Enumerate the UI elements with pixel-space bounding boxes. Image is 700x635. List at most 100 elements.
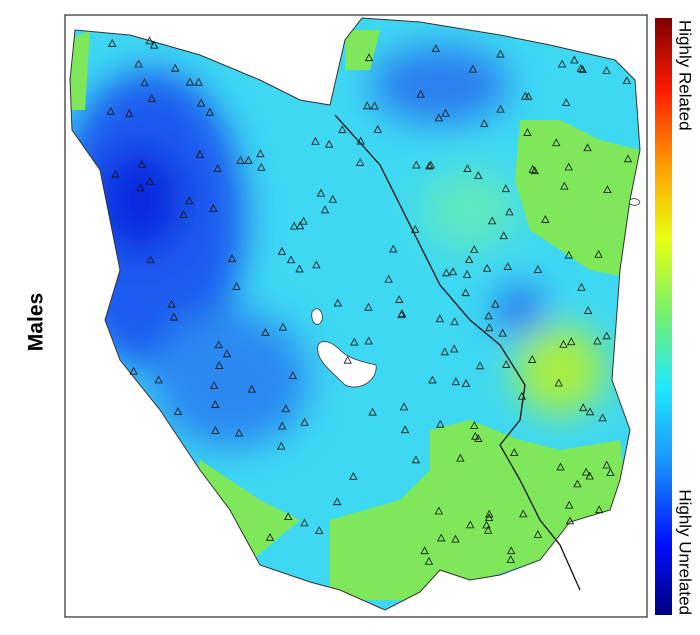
sample-site: [528, 355, 537, 363]
sample-site: [356, 136, 365, 145]
sample-site: [397, 309, 407, 318]
sample-site: [598, 413, 607, 422]
sample-site: [333, 298, 342, 307]
sample-site: [370, 101, 379, 110]
sample-site: [577, 282, 586, 291]
sample-site: [244, 155, 253, 164]
sample-site: [468, 64, 478, 73]
sample-site: [412, 160, 421, 169]
sample-site: [145, 177, 155, 185]
sample-site: [234, 428, 244, 437]
sample-site: [364, 336, 373, 345]
sample-site: [471, 431, 480, 440]
sample-site: [338, 125, 347, 134]
sample-site: [606, 468, 615, 476]
sample-site: [209, 203, 218, 212]
sample-site: [593, 336, 602, 345]
sample-site: [576, 64, 586, 72]
sample-site: [211, 426, 220, 434]
sample-site: [437, 533, 446, 542]
sample-site: [277, 247, 287, 255]
sample-site: [506, 555, 515, 563]
sample-site: [434, 506, 444, 515]
sample-site: [442, 268, 451, 277]
sample-site: [295, 264, 304, 273]
sample-site: [482, 520, 491, 529]
sample-site: [362, 101, 372, 110]
sample-site: [573, 479, 582, 488]
sample-site: [227, 254, 237, 263]
sample-site: [343, 355, 352, 364]
sample-site: [389, 244, 398, 253]
sample-site: [256, 149, 265, 158]
sample-site: [284, 512, 293, 521]
sample-site: [499, 231, 508, 240]
sample-site: [451, 534, 460, 543]
sample-site: [154, 375, 163, 384]
sample-site: [533, 265, 543, 273]
sample-site: [564, 162, 573, 171]
sample-site: [519, 509, 528, 518]
sample-site: [290, 221, 299, 230]
sample-site: [475, 361, 485, 370]
sample-site: [416, 89, 425, 98]
sample-site: [194, 77, 203, 86]
sample-site: [530, 166, 539, 175]
panel-title: Males: [25, 293, 48, 351]
sample-site: [185, 77, 195, 86]
sample-site: [125, 109, 134, 117]
sample-site: [373, 125, 382, 133]
sample-site: [484, 513, 494, 522]
sample-site: [510, 448, 519, 456]
sample-site: [435, 314, 445, 323]
region-outline: [69, 17, 641, 611]
sample-site: [145, 36, 154, 45]
sample-site: [470, 245, 479, 253]
sample-site: [482, 263, 492, 272]
sample-site: [450, 317, 459, 326]
sample-site: [449, 344, 459, 353]
sample-site: [299, 216, 308, 225]
sample-site: [484, 311, 493, 320]
sample-site: [213, 164, 222, 173]
sample-site: [210, 400, 220, 408]
sample-site: [483, 525, 493, 534]
sample-site: [498, 328, 507, 337]
boundary-line: [334, 114, 581, 591]
sample-site: [585, 407, 595, 416]
sample-site: [277, 441, 286, 450]
sample-site: [466, 520, 475, 529]
sample-site: [560, 181, 569, 190]
sample-site: [215, 361, 224, 369]
sample-site: [594, 249, 603, 258]
sample-site: [167, 299, 176, 308]
sample-site: [496, 104, 505, 113]
sample-site: [431, 44, 440, 53]
sample-site: [149, 40, 159, 49]
sample-site: [552, 138, 561, 147]
sample-site: [196, 98, 206, 107]
sample-site: [583, 143, 592, 152]
sample-site: [426, 160, 435, 169]
sample-site: [129, 366, 138, 375]
sample-site: [300, 518, 309, 527]
sample-site: [464, 255, 474, 264]
sample-site: [295, 221, 305, 230]
sample-site: [209, 381, 219, 389]
sample-site: [171, 63, 180, 72]
sample-site: [441, 108, 450, 117]
sample-site: [541, 215, 550, 223]
sample-site: [524, 92, 533, 100]
sample-site: [179, 210, 188, 218]
sample-site: [147, 94, 156, 102]
sample-site: [384, 274, 393, 283]
sample-site: [214, 340, 223, 349]
sample-site: [324, 139, 334, 148]
sample-site: [470, 421, 479, 430]
legend-low-label: Highly Unrelated: [676, 489, 695, 615]
sample-site: [480, 119, 489, 127]
sample-site: [554, 378, 563, 387]
sample-site: [315, 526, 324, 534]
sample-site: [332, 497, 342, 506]
sample-site: [195, 150, 205, 158]
